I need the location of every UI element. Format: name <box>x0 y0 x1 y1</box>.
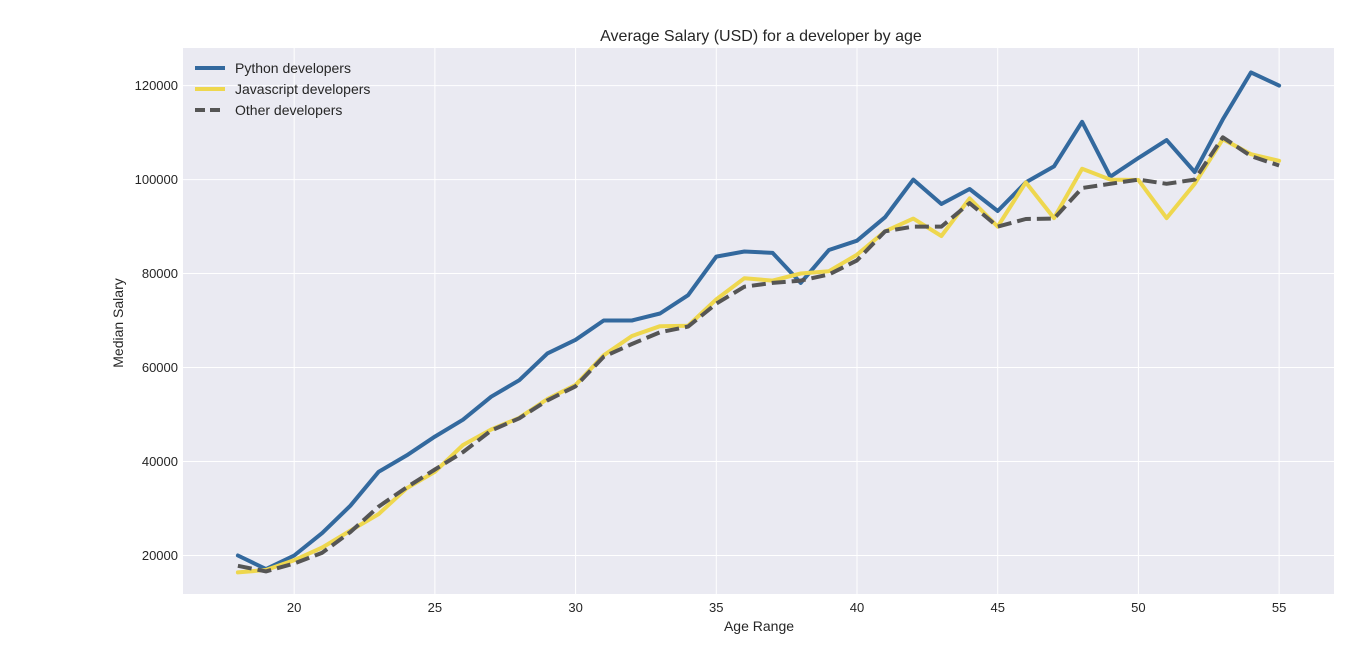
legend-label: Other developers <box>235 102 342 118</box>
y-axis-label: Median Salary <box>110 278 126 368</box>
legend-label: Python developers <box>235 60 351 76</box>
grid-lines <box>183 48 1334 594</box>
x-axis-label: Age Range <box>724 618 794 634</box>
y-tick-label: 80000 <box>142 266 178 281</box>
x-tick-label: 40 <box>850 600 864 615</box>
y-axis-ticks: 20000 40000 60000 80000 100000 120000 <box>135 78 178 563</box>
series-line-2 <box>235 137 1282 575</box>
y-tick-label: 20000 <box>142 548 178 563</box>
x-tick-label: 25 <box>428 600 442 615</box>
y-tick-label: 40000 <box>142 454 178 469</box>
x-tick-label: 55 <box>1272 600 1286 615</box>
plot-background <box>183 48 1334 594</box>
x-tick-label: 50 <box>1131 600 1145 615</box>
x-tick-label: 35 <box>709 600 723 615</box>
y-tick-label: 100000 <box>135 172 178 187</box>
series-lines <box>235 70 1282 575</box>
x-tick-label: 20 <box>287 600 301 615</box>
y-tick-label: 60000 <box>142 360 178 375</box>
x-tick-label: 45 <box>990 600 1004 615</box>
chart-title: Average Salary (USD) for a developer by … <box>600 28 922 45</box>
series-line-3 <box>237 135 1280 574</box>
series-line-1 <box>235 70 1282 572</box>
legend: Python developers Javascript developers Ot… <box>195 60 370 118</box>
legend-label: Javascript developers <box>235 81 370 97</box>
x-axis-ticks: 20 25 30 35 40 45 50 55 <box>287 600 1286 615</box>
y-tick-label: 120000 <box>135 78 178 93</box>
x-tick-label: 30 <box>568 600 582 615</box>
